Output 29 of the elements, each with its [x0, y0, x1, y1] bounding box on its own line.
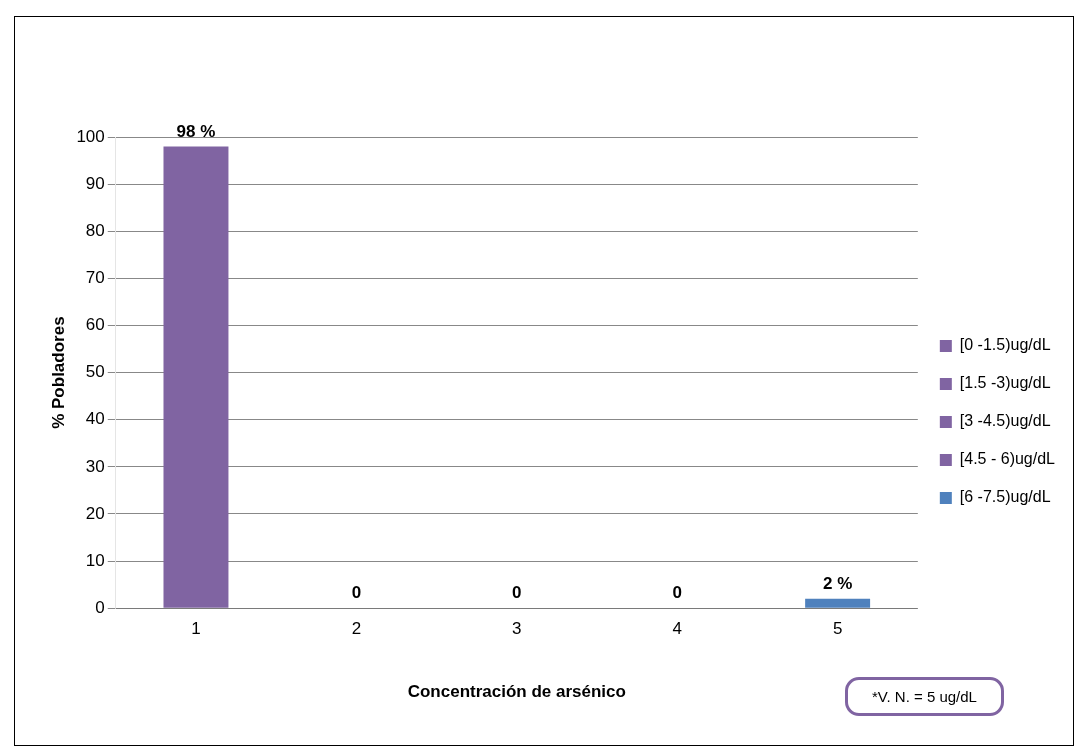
y-tick-label: 10 [85, 550, 105, 570]
data-label: 0 [672, 583, 682, 603]
legend-label: [3 -4.5)ug/dL [959, 412, 1051, 430]
y-tick-label: 0 [95, 597, 105, 617]
data-label: 0 [512, 583, 522, 603]
y-tick-label: 90 [85, 173, 105, 193]
text: *V. N. = 5 ug/dL [845, 677, 1004, 716]
data-label: 0 [351, 583, 362, 603]
data-label: 2 % [822, 573, 853, 593]
y-axis-title: % Pobladores [48, 316, 68, 429]
data-label: 98 % [176, 121, 216, 141]
y-tick-label: 40 [85, 409, 105, 429]
legend-label: [1.5 -3)ug/dL [959, 374, 1051, 392]
x-tick-label: 4 [672, 619, 682, 639]
x-tick-label: 1 [191, 619, 201, 639]
x-tick-label: 3 [512, 619, 522, 639]
y-tick-label: 60 [85, 315, 105, 335]
y-tick-label: 80 [85, 220, 105, 240]
x-tick-label: 2 [351, 619, 362, 639]
y-tick-label: 100 [76, 126, 105, 146]
y-tick-label: 70 [85, 268, 105, 288]
y-tick-label: 30 [85, 456, 105, 476]
legend-label: [4.5 - 6)ug/dL [959, 450, 1056, 468]
y-tick-label: 50 [85, 362, 105, 382]
x-tick-label: 5 [832, 619, 843, 639]
x-axis-title: Concentración de arsénico [407, 682, 626, 702]
legend-label: [0 -1.5)ug/dL [959, 336, 1051, 354]
legend-label: [6 -7.5)ug/dL [959, 488, 1051, 506]
y-tick-label: 20 [85, 503, 105, 523]
